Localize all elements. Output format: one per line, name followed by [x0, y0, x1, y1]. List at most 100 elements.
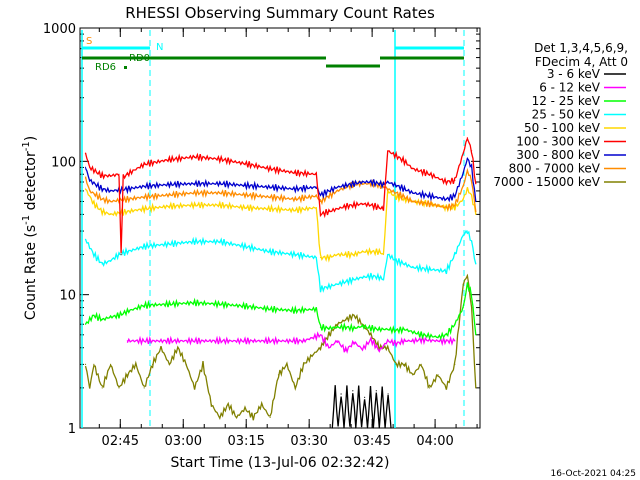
series-2-point	[345, 326, 347, 328]
series-7-point	[110, 200, 112, 203]
y-axis-label-exp2: -1	[21, 141, 32, 151]
series-3-point	[361, 276, 364, 278]
series-6-point	[462, 172, 464, 174]
series-8-point	[462, 283, 464, 285]
series-line-2	[84, 282, 477, 341]
series-6-point	[315, 186, 317, 188]
series-2-point	[328, 327, 330, 329]
series-7-point	[471, 179, 473, 181]
series-5-point	[378, 207, 380, 209]
series-3-point	[466, 230, 468, 232]
series-0-point	[375, 390, 377, 392]
series-7-point	[336, 190, 338, 192]
series-6-point	[328, 190, 330, 192]
series-8-point	[475, 387, 477, 389]
y-axis-label-post: detector	[23, 151, 39, 215]
series-1-point	[403, 340, 405, 342]
series-8-point	[202, 363, 204, 365]
series-4-point	[93, 203, 95, 205]
series-7-point	[412, 200, 414, 203]
x-tick-label: 02:45	[102, 434, 139, 449]
series-6-point	[382, 183, 385, 186]
series-line-5	[84, 137, 477, 254]
series-4-point	[382, 253, 385, 256]
y-tick-label: 1000	[43, 22, 76, 37]
series-8-point	[194, 387, 196, 389]
series-7-point	[319, 200, 322, 203]
series-5-point	[110, 175, 112, 177]
series-5	[84, 137, 477, 256]
series-7-point	[361, 183, 364, 185]
series-0-point	[334, 387, 336, 389]
rd6-marker	[124, 66, 127, 69]
series-8-point	[110, 363, 112, 365]
series-8-point	[328, 334, 330, 336]
series-8-point	[445, 387, 447, 389]
series-8-point	[118, 387, 120, 389]
x-tick-label: 03:00	[165, 434, 202, 449]
series-2-point	[471, 294, 473, 296]
series-2-point	[445, 334, 447, 336]
series-1-point	[345, 350, 347, 352]
series-4-point	[475, 213, 477, 215]
series-1-point	[445, 340, 447, 342]
series-2-point	[336, 326, 338, 328]
series-8-point	[336, 323, 338, 325]
series-2-point	[126, 310, 128, 312]
series-0-point	[343, 427, 345, 429]
y-tick-label: 1	[68, 422, 76, 437]
series-8-point	[420, 363, 422, 365]
series-2-point	[403, 328, 405, 330]
series-5-point	[454, 179, 456, 181]
series-8-point	[466, 274, 468, 276]
series-1-point	[126, 340, 128, 342]
series-6-point	[378, 183, 380, 185]
series-6-point	[471, 166, 473, 168]
series-5-point	[315, 173, 317, 175]
series-4-point	[269, 208, 271, 210]
series-3-point	[370, 275, 372, 277]
series-1-point	[412, 340, 414, 342]
series-6-point	[454, 195, 456, 197]
series-7-point	[462, 185, 464, 187]
series-6-point	[294, 188, 296, 190]
series-8-point	[370, 334, 372, 336]
series-1-point	[152, 340, 154, 342]
series-3-point	[126, 251, 128, 253]
series-7-point	[466, 170, 468, 172]
series-3-point	[168, 243, 170, 245]
legend-label-5: 100 - 300 keV	[516, 135, 600, 149]
series-7-point	[403, 196, 405, 198]
series-8-point	[168, 363, 170, 365]
series-5-point	[361, 203, 364, 205]
series-4-point	[471, 195, 473, 197]
series-3-point	[429, 268, 431, 270]
series-5-point	[445, 181, 447, 183]
series-3-point	[219, 241, 221, 243]
series-3-point	[101, 263, 103, 265]
series-8-point	[294, 387, 296, 389]
series-1-point	[437, 340, 439, 342]
series-8-point	[412, 374, 414, 376]
series-3-point	[471, 241, 473, 243]
y-tick-label: 10	[59, 289, 76, 304]
series-4-point	[315, 207, 317, 209]
series-4-point	[462, 198, 464, 200]
series-8-point	[177, 347, 179, 349]
series-3-point	[93, 253, 95, 256]
series-8-point	[353, 314, 355, 316]
x-tick-label: 03:15	[227, 434, 264, 449]
series-0-point	[381, 387, 383, 389]
series-4-point	[378, 251, 380, 253]
series-6-point	[219, 183, 221, 185]
series-0-point	[369, 387, 372, 389]
series-7-point	[395, 192, 397, 194]
series-8-point	[126, 374, 128, 376]
series-6-point	[244, 184, 246, 186]
series-6-point	[370, 181, 372, 183]
series-8-point	[227, 403, 229, 406]
series-2-point	[361, 325, 364, 327]
series-4-point	[126, 211, 128, 213]
series-1-point	[353, 341, 355, 343]
